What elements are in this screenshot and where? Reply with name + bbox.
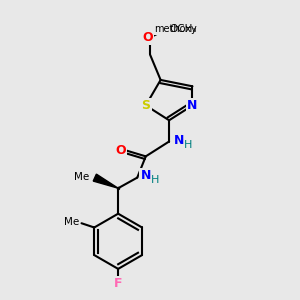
- Text: Me: Me: [74, 172, 89, 182]
- Text: methoxy: methoxy: [154, 24, 197, 34]
- Text: N: N: [187, 99, 198, 112]
- Text: H: H: [151, 175, 159, 185]
- Text: F: F: [114, 277, 122, 290]
- Text: N: N: [173, 134, 184, 147]
- Text: H: H: [184, 140, 192, 150]
- Text: Me: Me: [64, 217, 80, 227]
- Text: OCH₃: OCH₃: [169, 24, 196, 34]
- Text: O: O: [142, 31, 153, 44]
- Polygon shape: [93, 174, 118, 188]
- Text: N: N: [141, 169, 151, 182]
- Text: S: S: [141, 99, 150, 112]
- Text: O: O: [115, 143, 126, 157]
